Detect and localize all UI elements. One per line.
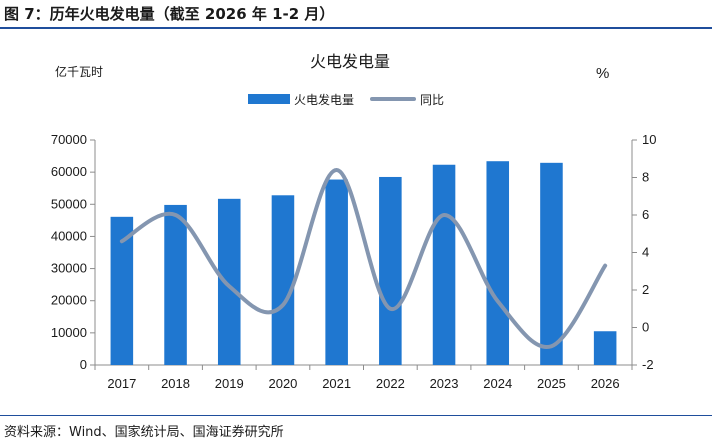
legend: 火电发电量 同比 [248, 92, 444, 107]
right-tick-label: 2 [642, 282, 649, 297]
bar-2023 [432, 164, 456, 365]
bar-2024 [486, 161, 510, 365]
right-tick-label: 4 [642, 245, 649, 260]
bar-2017 [110, 216, 134, 365]
plot-area: 0 10000 20000 30000 40000 50000 60000 70000 -2 0 2… [51, 132, 657, 391]
right-tick-label: -2 [642, 357, 654, 372]
bar-2022 [379, 176, 402, 365]
yoy-growth-line [119, 167, 608, 350]
x-tick-label: 2017 [107, 376, 136, 391]
bar-2021 [325, 179, 348, 365]
x-tick-label: 2023 [430, 376, 459, 391]
x-tick-label: 2020 [268, 376, 297, 391]
left-tick-label: 50000 [51, 196, 87, 211]
x-tick-label: 2025 [537, 376, 566, 391]
right-axis-unit: % [596, 65, 609, 82]
left-tick-label: 0 [80, 357, 87, 372]
source-note: 资料来源：Wind、国家统计局、国海证券研究所 [4, 425, 284, 440]
right-tick-label: 8 [642, 170, 649, 185]
legend-bar-swatch [248, 94, 290, 104]
legend-line-label: 同比 [420, 93, 444, 107]
x-tick-label: 2026 [591, 376, 620, 391]
left-tick-label: 60000 [51, 164, 87, 179]
bar-2018 [164, 204, 187, 365]
top-rule [0, 27, 712, 29]
combo-chart: 火电发电量 亿千瓦时 % 火电发电量 同比 010000200003000040… [51, 52, 657, 391]
bar-2026 [593, 331, 617, 365]
bar-2020 [271, 195, 295, 365]
right-tick-label: 0 [642, 320, 649, 335]
left-tick-label: 10000 [51, 325, 87, 340]
right-tick-label: 6 [642, 207, 649, 222]
bar-2025 [540, 162, 563, 365]
left-axis-unit: 亿千瓦时 [55, 64, 103, 79]
left-tick-label: 40000 [51, 228, 87, 243]
left-tick-label: 20000 [51, 293, 87, 308]
legend-bar-label: 火电发电量 [294, 92, 354, 107]
x-tick-label: 2024 [483, 376, 512, 391]
x-tick-label: 2019 [215, 376, 244, 391]
left-tick-label: 30000 [51, 261, 87, 276]
x-tick-label: 2021 [322, 376, 351, 391]
left-tick-label: 70000 [51, 132, 87, 147]
x-tick-label: 2022 [376, 376, 405, 391]
right-tick-label: 10 [642, 132, 656, 147]
figure-title: 图 7：历年火电发电量（截至 2026 年 1-2 月） [4, 5, 335, 23]
x-tick-label: 2018 [161, 376, 190, 391]
chart-title: 火电发电量 [310, 52, 390, 71]
bottom-rule [0, 415, 712, 416]
bar-2019 [217, 198, 241, 365]
